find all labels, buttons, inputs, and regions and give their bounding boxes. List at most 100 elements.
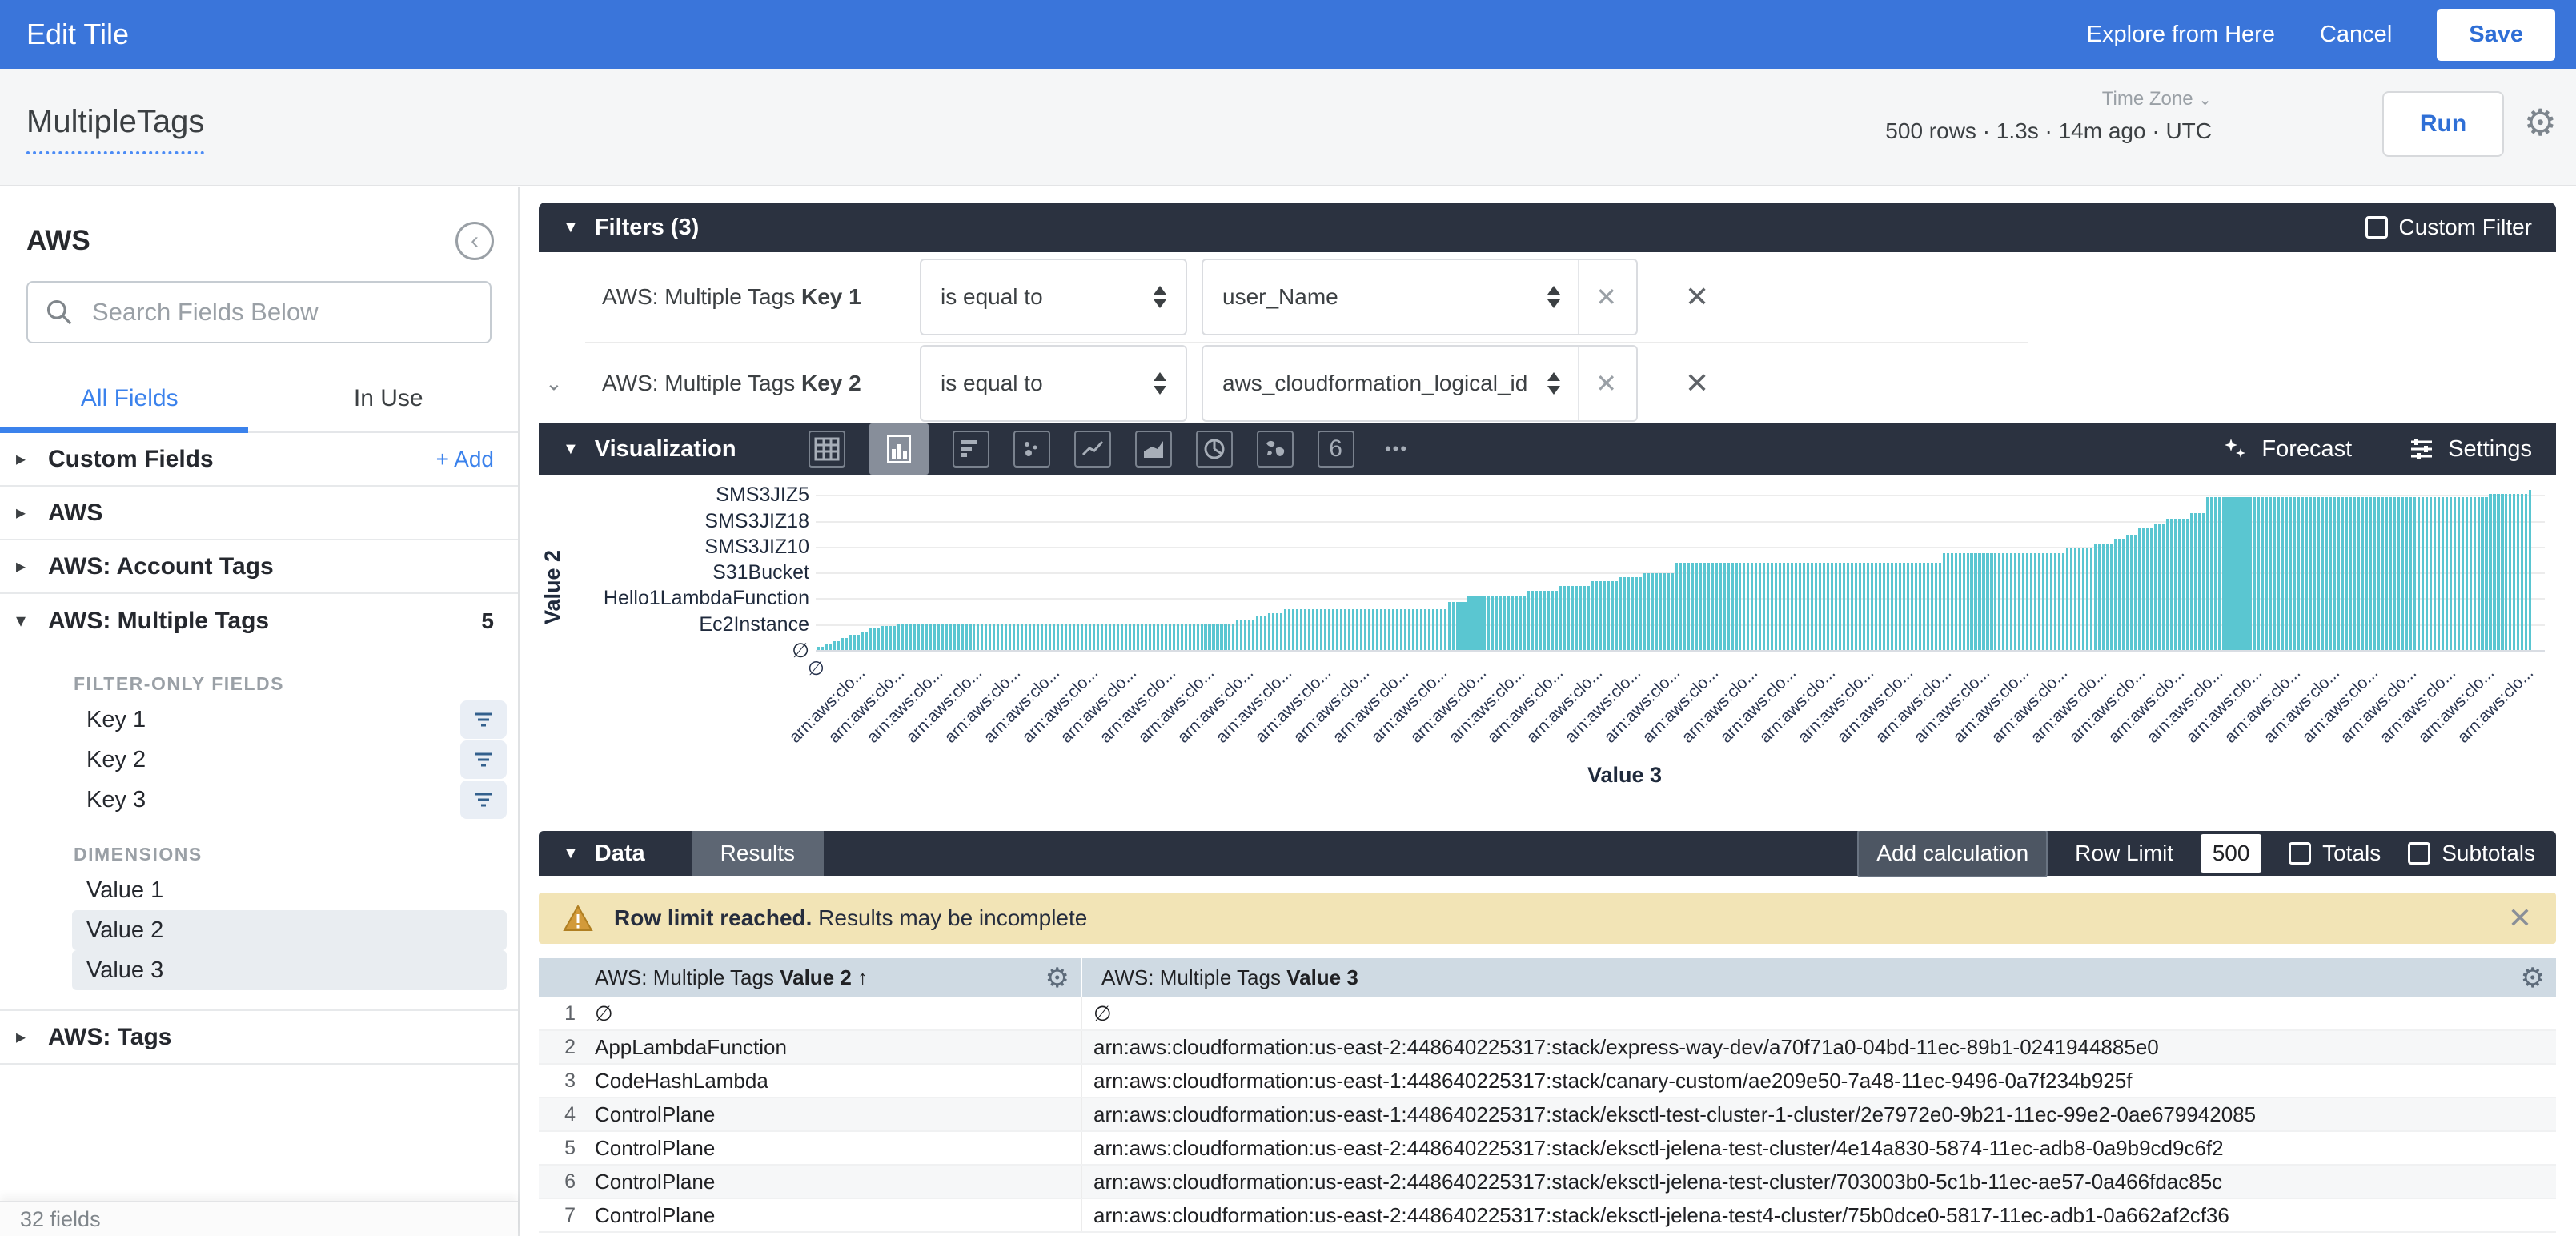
bar[interactable] bbox=[2094, 544, 2097, 650]
table-row[interactable]: 5ControlPlanearn:aws:cloudformation:us-e… bbox=[539, 1132, 2556, 1166]
bar[interactable] bbox=[1499, 596, 1502, 650]
bar[interactable] bbox=[2497, 494, 2499, 650]
column-header-value-3[interactable]: AWS: Multiple Tags Value 3 ⚙ bbox=[1082, 958, 2556, 997]
bar[interactable] bbox=[861, 632, 864, 650]
bar[interactable] bbox=[1324, 609, 1326, 650]
bar[interactable] bbox=[1463, 602, 1466, 650]
bar[interactable] bbox=[1452, 602, 1455, 650]
cell-value-2[interactable]: CodeHashLambda bbox=[576, 1065, 1082, 1097]
bar[interactable] bbox=[2134, 535, 2137, 650]
bar[interactable] bbox=[1591, 581, 1594, 650]
bar[interactable] bbox=[1935, 563, 1937, 650]
bar[interactable] bbox=[1025, 624, 1027, 650]
bar[interactable] bbox=[1149, 624, 1151, 650]
bar[interactable] bbox=[2118, 539, 2121, 650]
bar[interactable] bbox=[1240, 620, 1242, 650]
bar[interactable] bbox=[1982, 553, 1984, 650]
bar[interactable] bbox=[1931, 563, 1933, 650]
bar[interactable] bbox=[2150, 528, 2153, 650]
bar[interactable] bbox=[1707, 563, 1710, 650]
bar[interactable] bbox=[2385, 497, 2388, 650]
bar[interactable] bbox=[1073, 624, 1075, 650]
bar[interactable] bbox=[937, 624, 940, 650]
bar[interactable] bbox=[1735, 563, 1737, 650]
bar[interactable] bbox=[2058, 553, 2060, 650]
bar[interactable] bbox=[2434, 497, 2436, 650]
bar[interactable] bbox=[1699, 563, 1702, 650]
bar[interactable] bbox=[1057, 624, 1059, 650]
collapse-triangle-icon[interactable]: ▼ bbox=[563, 845, 579, 863]
bar[interactable] bbox=[1659, 573, 1662, 650]
bar[interactable] bbox=[1145, 624, 1147, 650]
bar[interactable] bbox=[1077, 624, 1079, 650]
column-chart-icon[interactable] bbox=[869, 423, 929, 475]
bar[interactable] bbox=[1771, 563, 1773, 650]
bar[interactable] bbox=[1308, 609, 1310, 650]
bar[interactable] bbox=[1543, 591, 1546, 650]
bar[interactable] bbox=[2478, 497, 2480, 650]
bar[interactable] bbox=[881, 626, 884, 650]
bar[interactable] bbox=[1304, 609, 1306, 650]
bar[interactable] bbox=[1967, 553, 1969, 650]
bar[interactable] bbox=[845, 638, 848, 650]
bar[interactable] bbox=[2317, 497, 2320, 650]
map-icon[interactable] bbox=[1257, 431, 1294, 468]
bar[interactable] bbox=[2509, 494, 2511, 650]
bar[interactable] bbox=[841, 638, 844, 650]
bar[interactable] bbox=[1292, 609, 1294, 650]
bar[interactable] bbox=[1575, 586, 1578, 650]
bar[interactable] bbox=[953, 624, 955, 650]
bar[interactable] bbox=[1687, 563, 1690, 650]
bar[interactable] bbox=[1368, 609, 1370, 650]
field-key-3[interactable]: Key 3 bbox=[72, 780, 507, 820]
bar[interactable] bbox=[1005, 624, 1007, 650]
bar[interactable] bbox=[2297, 497, 2300, 650]
bar[interactable] bbox=[1643, 573, 1646, 650]
bar[interactable] bbox=[2126, 535, 2129, 650]
bar[interactable] bbox=[1519, 596, 1522, 650]
bar[interactable] bbox=[2022, 553, 2024, 650]
bar[interactable] bbox=[2054, 553, 2056, 650]
bar[interactable] bbox=[2333, 497, 2336, 650]
forecast-button[interactable]: Forecast bbox=[2221, 435, 2352, 463]
bar[interactable] bbox=[2066, 548, 2068, 650]
bar[interactable] bbox=[1779, 563, 1781, 650]
bar[interactable] bbox=[1551, 591, 1554, 650]
data-section-header[interactable]: ▼ Data Results Add calculation Row Limit… bbox=[539, 831, 2556, 876]
bar[interactable] bbox=[1615, 581, 1618, 650]
bar[interactable] bbox=[2090, 548, 2092, 650]
close-icon[interactable]: ✕ bbox=[2508, 901, 2532, 935]
scatter-icon[interactable] bbox=[1013, 431, 1050, 468]
bar[interactable] bbox=[1491, 596, 1494, 650]
bar[interactable] bbox=[1711, 563, 1714, 650]
remove-filter-icon[interactable]: ✕ bbox=[1685, 280, 1709, 314]
bar[interactable] bbox=[1803, 563, 1805, 650]
bar[interactable] bbox=[2301, 497, 2304, 650]
cell-value-3[interactable]: arn:aws:cloudformation:us-east-1:4486402… bbox=[1082, 1069, 2556, 1094]
bar[interactable] bbox=[1815, 563, 1817, 650]
bar[interactable] bbox=[1268, 613, 1270, 651]
bar[interactable] bbox=[1101, 624, 1103, 650]
bar[interactable] bbox=[2222, 497, 2225, 650]
bar[interactable] bbox=[833, 641, 836, 650]
gear-icon[interactable]: ⚙ bbox=[1045, 962, 1069, 994]
bar[interactable] bbox=[1783, 563, 1785, 650]
bar[interactable] bbox=[1831, 563, 1833, 650]
bar[interactable] bbox=[825, 644, 828, 650]
bar[interactable] bbox=[1479, 596, 1482, 650]
add-custom-field-button[interactable]: + Add bbox=[436, 447, 494, 472]
field-value-1[interactable]: Value 1 bbox=[72, 870, 507, 910]
bar[interactable] bbox=[1467, 596, 1470, 650]
filter-icon[interactable] bbox=[460, 740, 507, 779]
timezone-dropdown[interactable]: Time Zone ⌄ bbox=[2102, 88, 2212, 110]
bar[interactable] bbox=[1743, 563, 1745, 650]
bar[interactable] bbox=[1364, 609, 1366, 650]
filter-value-select[interactable]: aws_cloudformation_logical_id ✕ bbox=[1202, 345, 1638, 422]
bar[interactable] bbox=[2070, 548, 2072, 650]
bar[interactable] bbox=[1113, 624, 1115, 650]
bar[interactable] bbox=[925, 624, 928, 650]
bar[interactable] bbox=[1416, 609, 1418, 650]
bar[interactable] bbox=[1173, 624, 1175, 650]
bar[interactable] bbox=[1372, 609, 1374, 650]
bar[interactable] bbox=[1579, 586, 1582, 650]
